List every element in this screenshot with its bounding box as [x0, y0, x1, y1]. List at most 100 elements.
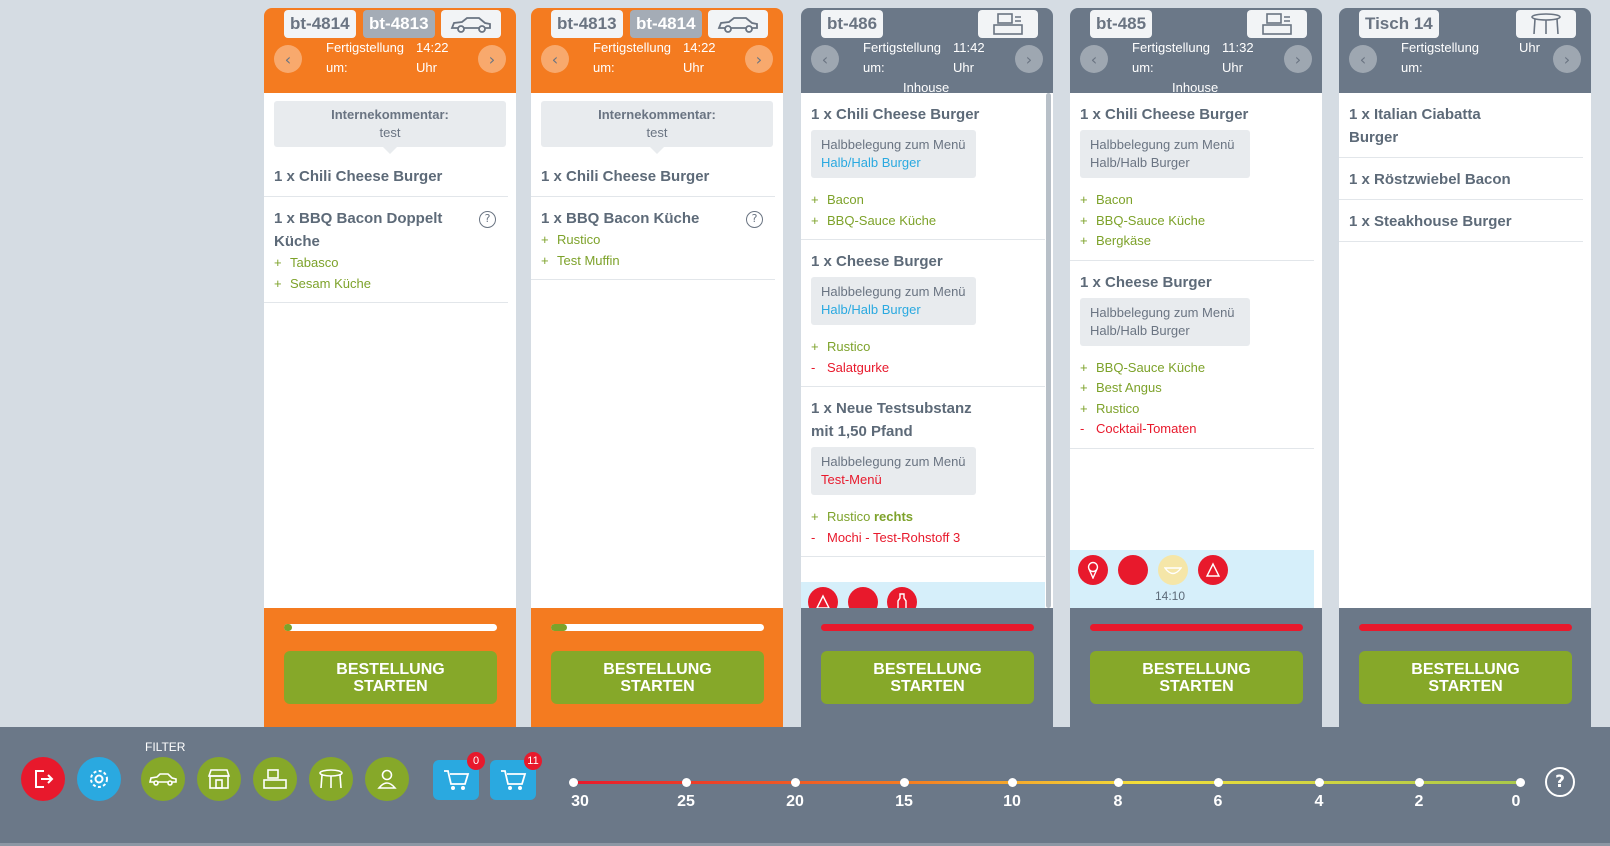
order-tag[interactable]: bt-4813: [551, 10, 623, 38]
order-item[interactable]: 1 x BBQ Bacon Küche ? + Rustico + Test Muf…: [531, 197, 775, 280]
time-scale-point[interactable]: [569, 778, 578, 787]
help-button[interactable]: ?: [1545, 767, 1575, 797]
chevron-right-icon: ›: [755, 49, 763, 69]
next-order-button[interactable]: ›: [1553, 45, 1581, 73]
order-item[interactable]: 1 x Cheese Burger Halbbelegung zum Menü H…: [801, 240, 1045, 387]
start-order-button[interactable]: BESTELLUNG STARTEN: [821, 651, 1034, 704]
time-scale-point[interactable]: [682, 778, 691, 787]
ice-cream-icon: [1078, 555, 1108, 585]
help-icon[interactable]: ?: [479, 211, 496, 228]
bottom-toolbar: FILTER 0 11 30 25 20 15 10 8 6 4: [0, 727, 1610, 846]
category-icons: 14:10: [1070, 550, 1314, 608]
order-item[interactable]: 1 x Chili Cheese Burger Halbbelegung zum…: [1070, 93, 1314, 261]
cart-button[interactable]: 0: [433, 752, 485, 800]
bottle-icon: [887, 587, 917, 608]
chevron-left-icon: ‹: [551, 49, 559, 69]
start-order-button[interactable]: BESTELLUNG STARTEN: [1359, 651, 1572, 704]
item-modifier: + Test Muffin: [541, 252, 620, 268]
item-modifier: + Bergkäse: [1080, 233, 1151, 248]
filter-customer-button[interactable]: [365, 757, 409, 801]
item-title: 1 x Chili Cheese Burger: [811, 106, 980, 123]
item-removed: - Cocktail-Tomaten: [1080, 421, 1197, 436]
filter-delivery-button[interactable]: [141, 757, 185, 801]
prev-order-button[interactable]: ‹: [811, 45, 839, 73]
item-modifier: + Sesam Küche: [274, 275, 371, 291]
item-title: 1 x Cheese Burger: [811, 253, 943, 270]
filter-label: FILTER: [145, 740, 186, 754]
item-title: 1 x Italian Ciabatta Burger: [1349, 106, 1481, 146]
next-order-button[interactable]: ›: [1284, 45, 1312, 73]
time-scale-point[interactable]: [1114, 778, 1123, 787]
start-order-button[interactable]: BESTELLUNG STARTEN: [551, 651, 764, 704]
logout-button[interactable]: [21, 757, 65, 801]
item-modifier: + Rustico rechts: [811, 509, 914, 524]
prev-order-button[interactable]: ‹: [1080, 45, 1108, 73]
cart-all-button[interactable]: 11: [490, 752, 542, 800]
chevron-left-icon: ‹: [821, 49, 829, 69]
chevron-left-icon: ‹: [1359, 49, 1367, 69]
item-title: 1 x Chili Cheese Burger: [1080, 106, 1249, 123]
order-header: bt-486 ‹ Fertigstellung um: 11:42 Uhr In…: [801, 8, 1053, 95]
prev-order-button[interactable]: ‹: [541, 45, 569, 73]
time-scale-point[interactable]: [900, 778, 909, 787]
chevron-right-icon: ›: [1025, 49, 1033, 69]
filter-register-button[interactable]: [253, 757, 297, 801]
item-modifier: + Bacon: [811, 192, 864, 207]
next-order-button[interactable]: ›: [478, 45, 506, 73]
order-tag[interactable]: bt-486: [821, 10, 884, 38]
order-item[interactable]: 1 x Chili Cheese Burger: [531, 155, 775, 197]
time-scale-point[interactable]: [791, 778, 800, 787]
order-body: 1 x Italian Ciabatta Burger 1 x Röstzwie…: [1339, 93, 1591, 608]
comment-text: test: [379, 125, 401, 140]
next-order-button[interactable]: ›: [745, 45, 773, 73]
order-tag[interactable]: Tisch 14: [1359, 10, 1439, 38]
time-scale-point[interactable]: [1415, 778, 1424, 787]
order-item[interactable]: 1 x Steakhouse Burger: [1339, 200, 1583, 242]
start-order-button[interactable]: BESTELLUNG STARTEN: [284, 651, 497, 704]
order-item[interactable]: 1 x Röstzwiebel Bacon: [1339, 158, 1583, 200]
car-icon: [441, 10, 501, 38]
order-tag[interactable]: bt-485: [1090, 10, 1153, 38]
time-scale-label: 30: [571, 793, 589, 810]
comment-label: Internekommentar:: [598, 107, 716, 122]
filter-store-button[interactable]: [197, 757, 241, 801]
filter-table-button[interactable]: [309, 757, 353, 801]
next-order-button[interactable]: ›: [1015, 45, 1043, 73]
chevron-right-icon: ›: [488, 49, 496, 69]
order-item[interactable]: 1 x Cheese Burger Halbbelegung zum Menü …: [1070, 261, 1314, 449]
prev-order-button[interactable]: ‹: [1349, 45, 1377, 73]
order-item[interactable]: 1 x Neue Testsubstanz mit 1,50 Pfand Hal…: [801, 387, 1045, 557]
order-item[interactable]: 1 x BBQ Bacon Doppelt Küche ? + Tabasco +…: [264, 197, 508, 303]
chevron-left-icon: ‹: [1090, 49, 1098, 69]
scrollbar[interactable]: [1046, 93, 1051, 608]
start-order-button[interactable]: BESTELLUNG STARTEN: [1090, 651, 1303, 704]
time-scale-point[interactable]: [1315, 778, 1324, 787]
time-scale-label: 25: [677, 793, 695, 810]
time-scale-point[interactable]: [1008, 778, 1017, 787]
item-note: Halbbelegung zum Menü Halb/Halb Burger: [1080, 130, 1250, 178]
progress-fill: [284, 624, 292, 631]
time-scale-label: 20: [786, 793, 804, 810]
help-icon[interactable]: ?: [746, 211, 763, 228]
order-body: 1 x Chili Cheese Burger Halbbelegung zum…: [801, 93, 1053, 608]
logout-icon: [35, 770, 54, 788]
order-item[interactable]: 1 x Chili Cheese Burger: [264, 155, 508, 197]
cash-register-icon: [978, 10, 1038, 38]
item-note: Halbbelegung zum Menü Halb/Halb Burger: [1080, 297, 1250, 346]
time-scale-point[interactable]: [1516, 778, 1525, 787]
store-icon: [207, 769, 231, 789]
item-note: Halbbelegung zum Menü Test-Menü: [811, 447, 976, 495]
order-item[interactable]: 1 x Chili Cheese Burger Halbbelegung zum…: [801, 93, 1045, 240]
order-tag[interactable]: bt-4814: [284, 10, 356, 38]
ready-time-value: Uhr: [1519, 40, 1540, 55]
order-body: Internekommentar: test 1 x Chili Cheese …: [264, 93, 516, 608]
cash-register-icon: [263, 769, 287, 789]
settings-button[interactable]: [77, 757, 121, 801]
order-item[interactable]: 1 x Italian Ciabatta Burger: [1339, 93, 1583, 158]
order-tag-linked[interactable]: bt-4813: [363, 10, 435, 38]
order-tag-linked[interactable]: bt-4814: [630, 10, 702, 38]
time-scale-point[interactable]: [1214, 778, 1223, 787]
order-header: bt-4814 bt-4813 ‹ Fertigstellung um: 14:…: [264, 8, 516, 93]
prev-order-button[interactable]: ‹: [274, 45, 302, 73]
progress-fill: [551, 624, 567, 631]
